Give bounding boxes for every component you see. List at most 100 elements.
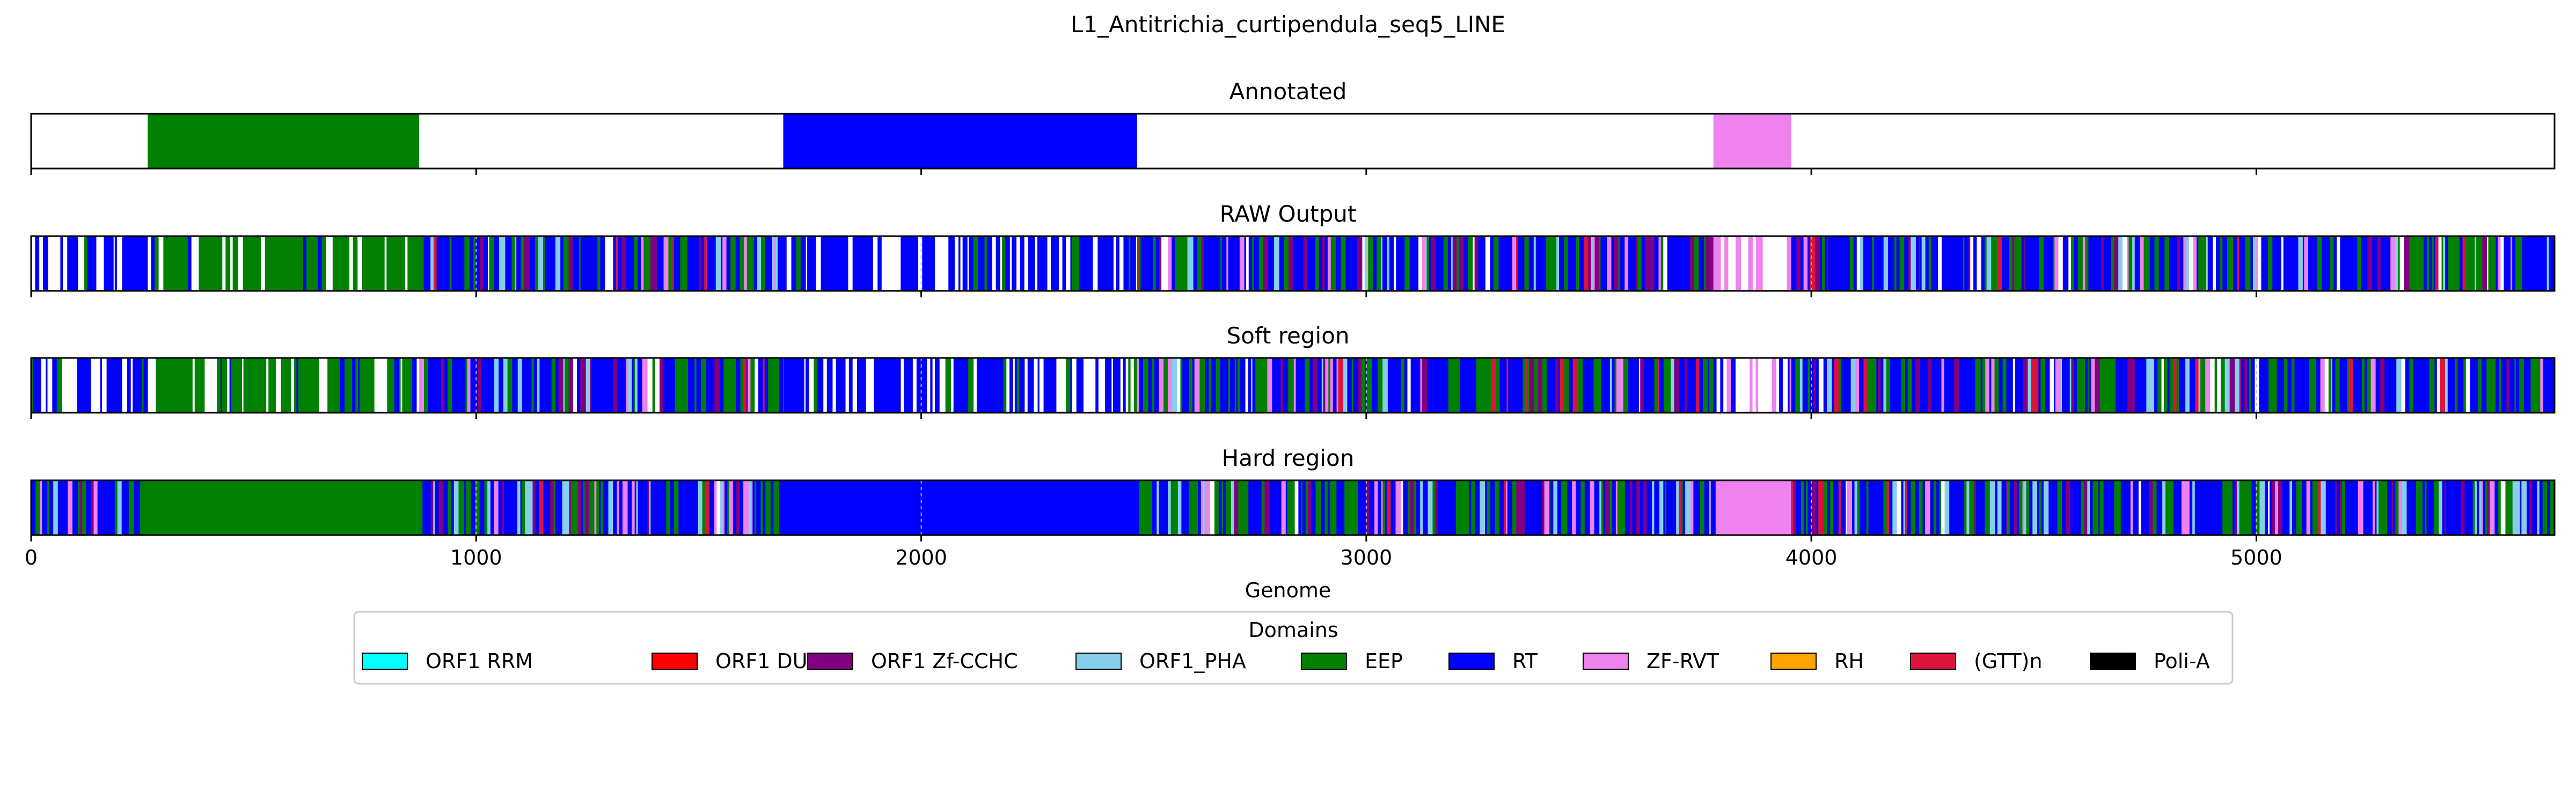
segment: [1321, 236, 1325, 291]
legend-entry: (GTT)n: [1910, 649, 2043, 673]
segment: [2283, 236, 2288, 291]
segment: [352, 358, 356, 413]
segment: [1542, 358, 1547, 413]
segment: [1678, 480, 1682, 535]
segment: [2382, 480, 2388, 535]
segment: [2463, 358, 2466, 413]
segment: [1614, 236, 1619, 291]
legend-title: Domains: [1248, 618, 1338, 642]
segment: [2041, 480, 2044, 535]
segment: [1936, 480, 1938, 535]
segment: [1848, 358, 1851, 413]
segment: [1155, 236, 1160, 291]
segment: [498, 480, 503, 535]
segment: [1487, 358, 1491, 413]
segment: [895, 358, 898, 413]
segment: [402, 358, 407, 413]
segment: [2375, 358, 2381, 413]
segment: [438, 480, 444, 535]
segment: [2488, 236, 2491, 291]
segment: [124, 480, 127, 535]
segment: [1392, 358, 1397, 413]
segment: [2192, 358, 2196, 413]
segment: [473, 236, 476, 291]
segment: [367, 236, 369, 291]
segment: [2521, 480, 2527, 535]
segment: [1549, 480, 1551, 535]
segment: [306, 358, 310, 413]
segment: [2388, 236, 2391, 291]
segment: [2174, 480, 2177, 535]
segment: [1635, 236, 1638, 291]
segment: [1868, 480, 1874, 535]
segment: [1413, 236, 1419, 291]
segment: [2330, 358, 2333, 413]
segment: [2475, 236, 2477, 291]
segment: [685, 358, 689, 413]
segment: [416, 480, 421, 535]
segment: [1287, 480, 1291, 535]
segment: [2478, 358, 2482, 413]
segment: [1915, 358, 1920, 413]
segment: [756, 480, 762, 535]
segment: [1428, 480, 1433, 535]
segment: [2146, 358, 2151, 413]
segment: [1005, 236, 1010, 291]
segment: [580, 358, 584, 413]
legend-swatch: [1448, 653, 1495, 670]
segment: [2410, 480, 2412, 535]
segment: [772, 358, 777, 413]
segment: [2546, 236, 2550, 291]
segment: [726, 236, 731, 291]
segment: [740, 358, 744, 413]
segment: [1325, 358, 1329, 413]
segment: [2144, 480, 2147, 535]
segment: [1219, 236, 1221, 291]
segment: [1199, 358, 1203, 413]
segment: [1963, 236, 1965, 291]
segment: [2402, 480, 2407, 535]
segment: [1499, 358, 1502, 413]
segment: [1274, 236, 1277, 291]
segment: [638, 236, 641, 291]
x-tick-label: 5000: [2230, 546, 2282, 569]
segment: [953, 358, 956, 413]
segment: [2014, 236, 2017, 291]
segment: [864, 236, 867, 291]
segment: [2549, 236, 2555, 291]
segment: [1994, 358, 1999, 413]
segment: [1589, 358, 1594, 413]
segment: [1525, 358, 1528, 413]
segment: [2073, 480, 2079, 535]
segment: [445, 480, 449, 535]
segment: [1823, 480, 1825, 535]
segment: [914, 236, 919, 291]
segment: [781, 480, 784, 535]
panel-frame: [30, 113, 2556, 170]
segment: [1378, 480, 1382, 535]
segment: [2222, 236, 2226, 291]
panel-frame: [30, 479, 2556, 536]
segment: [530, 236, 536, 291]
segment: [1358, 480, 1363, 535]
segment: [1667, 236, 1672, 291]
segment: [2282, 358, 2285, 413]
segment: [2378, 480, 2383, 535]
segment: [1300, 358, 1305, 413]
segment: [1409, 480, 1415, 535]
segment: [2409, 236, 2414, 291]
segment: [1921, 236, 1926, 291]
segment: [2239, 480, 2244, 535]
segment: [1072, 236, 1075, 291]
segment: [1448, 358, 1452, 413]
segment: [2300, 480, 2303, 535]
segment: [91, 480, 94, 535]
segment: [1159, 236, 1162, 291]
segment: [2509, 358, 2515, 413]
segment: [901, 236, 904, 291]
segment: [1368, 236, 1374, 291]
segment: [443, 480, 445, 535]
segment: [1649, 358, 1655, 413]
segment: [668, 236, 673, 291]
segment: [2477, 480, 2479, 535]
